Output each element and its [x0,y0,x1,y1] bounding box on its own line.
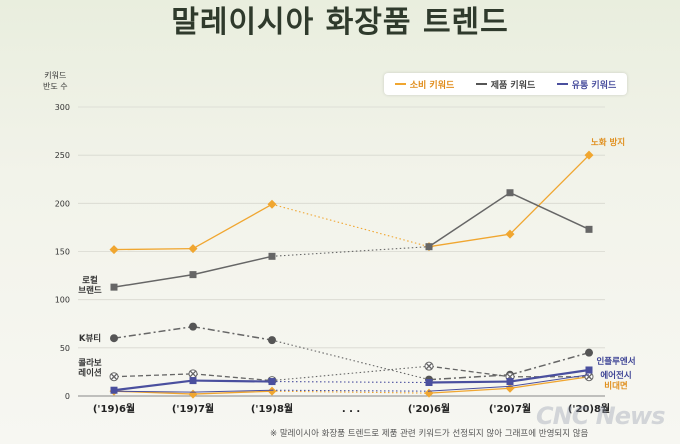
legend: 소비 키워드 제품 키워드 유통 키워드 [384,73,627,95]
series-line-segment [113,379,194,392]
data-point-square [268,378,276,386]
data-point-x [110,373,118,381]
series-label: 에어전시 [600,370,631,381]
legend-item-distribution: 유통 키워드 [556,78,617,91]
series-line-segment [113,373,194,378]
series-line-segment [428,385,511,392]
y-axis-label: 키워드 반도 수 [43,70,68,92]
data-point-square [189,377,197,385]
data-point-diamond [188,389,198,399]
legend-item-product: 제품 키워드 [475,78,536,91]
footnote: ※ 말레이시아 화장품 트렌드로 제품 관련 키워드가 선정되지 않아 그래프에… [270,429,589,439]
legend-label-consumption: 소비 키워드 [409,80,455,91]
y-tick-label: 100 [55,296,70,305]
series-line-segment [192,373,273,382]
data-point-diamond [109,245,119,255]
data-point-diamond [505,383,515,393]
series-line-segment [428,387,511,394]
x-tick-label: ('20)6월 [408,403,450,415]
data-point-square [506,189,514,197]
series-gap-segment [271,203,430,248]
series-line-segment [113,273,194,288]
legend-label-distribution: 유통 키워드 [571,80,617,91]
data-point-diamond [505,229,515,239]
series-label: 레이션 [78,368,102,379]
series-line-segment [509,376,590,389]
legend-swatch-consumption [394,83,406,85]
series-line-segment [192,379,273,383]
series-line-segment [509,154,590,235]
series-line-segment [428,192,511,248]
y-tick-label: 250 [55,151,70,160]
data-point-square [110,283,118,291]
data-point-square [268,252,276,260]
x-tick-label: ('20)8월 [568,403,610,415]
series-line-segment [192,255,273,276]
data-point-x [425,362,433,370]
data-point-x [189,370,197,378]
series-line-segment [428,365,511,378]
data-point-circle [189,322,197,331]
data-point-diamond [188,244,198,254]
series-label: 로컬 [82,275,98,286]
series-line-segment [428,233,511,248]
data-point-square [189,271,197,279]
legend-label-product: 제품 키워드 [490,80,536,91]
series-label: 비대면 [604,381,628,392]
watermark: CNC News [536,402,665,430]
series-line-segment [192,389,273,393]
series-line-segment [113,247,194,251]
x-tick-label: ('20)7월 [489,403,531,415]
data-point-square [506,378,514,386]
legend-swatch-product [475,83,487,85]
series-gap-segment [271,389,430,392]
series-gap-segment [271,339,430,381]
data-point-square [585,225,593,233]
series-label: K뷰티 [79,333,101,344]
data-point-square [110,386,118,394]
y-tick-label: 0 [65,392,70,401]
series-label: 노화 방지 [591,137,625,148]
series-label: 콜라보 [78,358,102,369]
data-point-diamond [267,386,277,396]
series-line-segment [509,368,590,383]
series-line-segment [113,325,194,339]
y-axis-label-text: 키워드 반도 수 [43,71,68,91]
data-point-square [425,379,433,387]
data-point-circle [110,334,118,343]
series-line-segment [509,374,590,387]
data-point-diamond [584,150,594,160]
series-line-segment [509,351,590,376]
series-line-segment [428,374,511,381]
x-tick-label: ('19)7월 [172,403,214,415]
data-point-circle [585,348,593,357]
y-tick-label: 50 [60,344,70,353]
x-tick-label: ('19)8월 [251,403,293,415]
series-line-segment [192,203,273,250]
y-tick-label: 150 [55,248,70,257]
series-gap-segment [271,380,430,384]
x-tick-label: ('19)6월 [93,403,135,415]
data-point-square [425,243,433,251]
y-tick-label: 300 [55,103,70,112]
y-tick-label: 200 [55,199,70,208]
data-point-square [585,366,593,374]
series-line-segment [192,390,273,395]
series-line-segment [428,380,511,384]
series-line-segment [113,390,194,393]
data-point-diamond [267,199,277,209]
chart-title: 말레이시아 화장품 트렌드 [171,5,509,40]
series-label: 브랜드 [78,285,102,296]
legend-item-consumption: 소비 키워드 [394,78,455,91]
data-point-circle [268,336,276,345]
series-gap-segment [271,365,430,382]
series-label: 인플루엔서 [596,356,635,367]
series-line-segment [509,192,590,231]
legend-swatch-distribution [556,83,568,85]
series-line-segment [192,325,273,341]
x-tick-label: . . . [342,404,360,415]
